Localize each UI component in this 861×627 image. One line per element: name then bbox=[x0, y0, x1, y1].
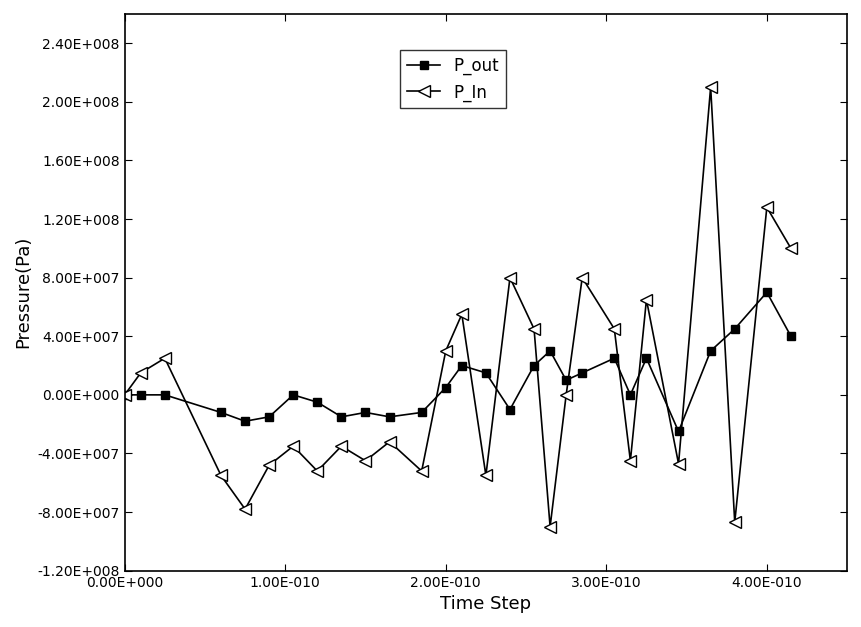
P_out bbox=[384, 413, 394, 421]
P_out bbox=[120, 391, 130, 399]
P_out bbox=[216, 409, 226, 416]
P_out bbox=[529, 362, 539, 369]
P_In bbox=[610, 325, 620, 333]
P_out bbox=[360, 409, 370, 416]
P_out bbox=[561, 376, 572, 384]
P_In bbox=[240, 505, 251, 513]
P_In bbox=[264, 461, 275, 469]
P_In bbox=[313, 467, 323, 475]
P_out bbox=[441, 384, 451, 391]
P_out bbox=[456, 362, 467, 369]
P_out bbox=[625, 391, 635, 399]
P_out bbox=[545, 347, 555, 355]
P_out bbox=[641, 354, 652, 362]
Line: P_In: P_In bbox=[119, 81, 797, 533]
P_In bbox=[135, 369, 146, 377]
P_In bbox=[673, 460, 684, 468]
P_out bbox=[762, 288, 772, 296]
P_out bbox=[705, 347, 715, 355]
P_In bbox=[360, 457, 370, 465]
P_out bbox=[673, 428, 684, 435]
P_out bbox=[288, 391, 299, 399]
P_out bbox=[337, 413, 347, 421]
P_In bbox=[529, 325, 539, 333]
P_In bbox=[216, 472, 226, 479]
P_In bbox=[729, 519, 740, 526]
P_out bbox=[729, 325, 740, 333]
P_In bbox=[456, 310, 467, 318]
P_out bbox=[610, 354, 620, 362]
P_out bbox=[577, 369, 587, 377]
P_In bbox=[705, 83, 715, 91]
P_In bbox=[417, 467, 427, 475]
P_In bbox=[337, 443, 347, 450]
P_In bbox=[641, 296, 652, 303]
P_out bbox=[159, 391, 170, 399]
P_In bbox=[577, 274, 587, 282]
P_In bbox=[384, 438, 394, 446]
P_In bbox=[288, 443, 299, 450]
P_out bbox=[264, 413, 275, 421]
Legend: P_out, P_In: P_out, P_In bbox=[400, 50, 506, 108]
P_In bbox=[762, 204, 772, 211]
P_out bbox=[786, 332, 796, 340]
P_out bbox=[417, 409, 427, 416]
P_In bbox=[120, 391, 130, 399]
P_out bbox=[480, 369, 491, 377]
X-axis label: Time Step: Time Step bbox=[440, 595, 531, 613]
P_out bbox=[135, 391, 146, 399]
P_In bbox=[561, 391, 572, 399]
P_In bbox=[625, 457, 635, 465]
P_out bbox=[313, 398, 323, 406]
P_In bbox=[786, 245, 796, 252]
Line: P_out: P_out bbox=[121, 288, 795, 436]
P_In bbox=[480, 472, 491, 479]
P_out bbox=[240, 418, 251, 425]
P_In bbox=[441, 347, 451, 355]
P_In bbox=[159, 354, 170, 362]
Y-axis label: Pressure(Pa): Pressure(Pa) bbox=[14, 236, 32, 349]
P_out bbox=[505, 406, 515, 413]
P_In bbox=[505, 274, 515, 282]
P_In bbox=[545, 523, 555, 530]
